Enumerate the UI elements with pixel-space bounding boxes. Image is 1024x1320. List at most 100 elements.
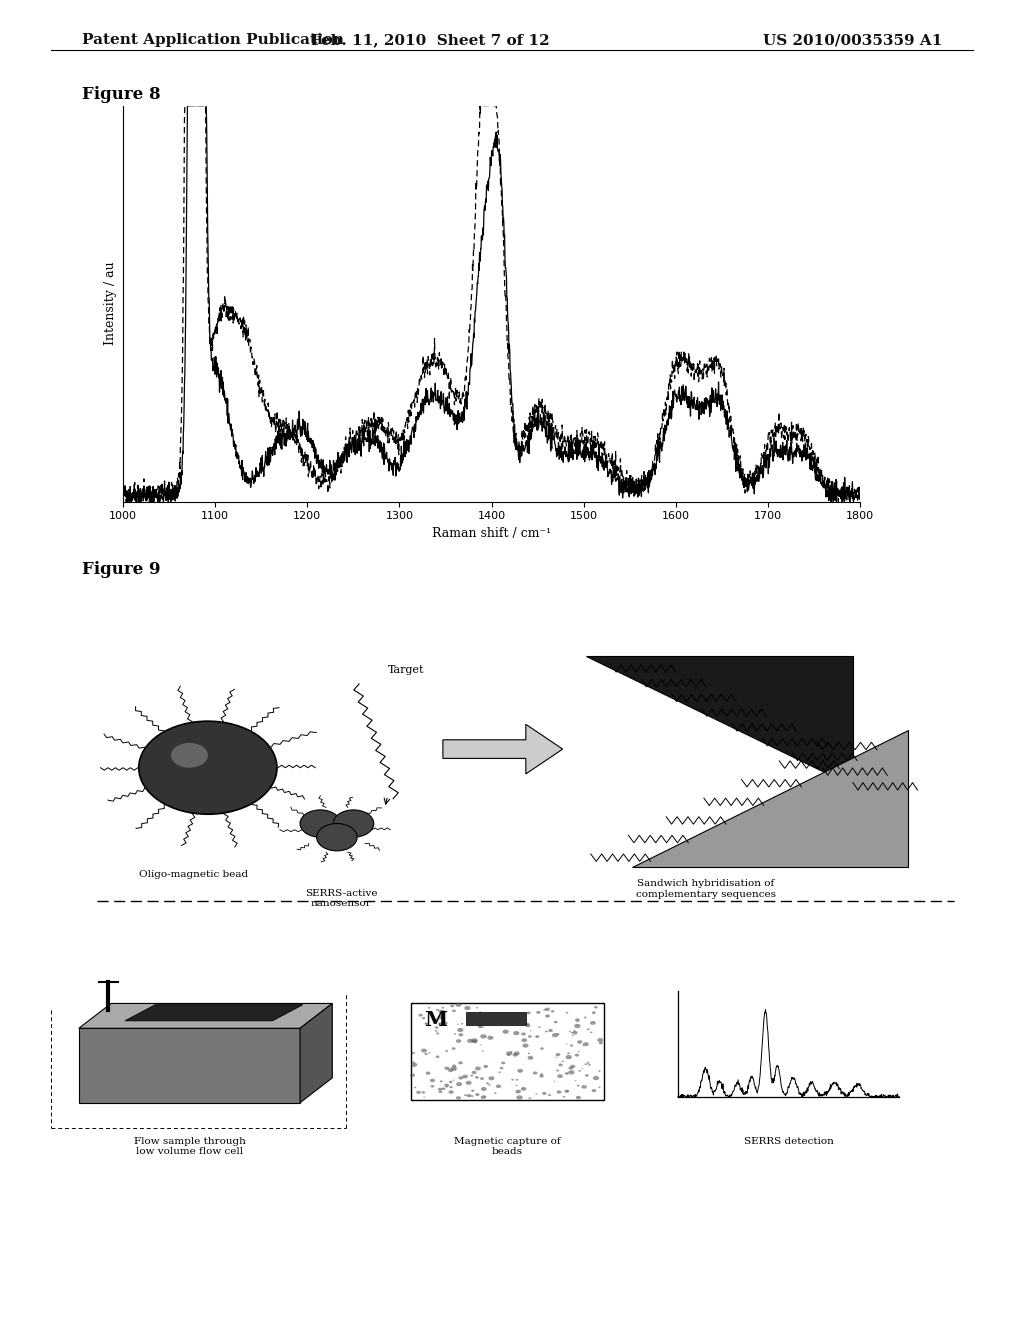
Circle shape	[548, 1094, 551, 1096]
Circle shape	[522, 1043, 528, 1048]
Circle shape	[575, 1096, 581, 1100]
Text: US 2010/0035359 A1: US 2010/0035359 A1	[763, 33, 942, 48]
Circle shape	[435, 1027, 438, 1028]
Circle shape	[557, 1074, 563, 1078]
Circle shape	[481, 1051, 483, 1052]
Text: Figure 9: Figure 9	[82, 561, 161, 578]
Circle shape	[517, 1015, 522, 1019]
Circle shape	[300, 810, 341, 837]
Circle shape	[451, 1067, 457, 1071]
Circle shape	[439, 1080, 442, 1082]
Circle shape	[438, 1010, 444, 1014]
Circle shape	[568, 1067, 572, 1069]
Circle shape	[579, 1071, 581, 1072]
Text: Magnetic capture of
beads: Magnetic capture of beads	[454, 1137, 561, 1156]
Circle shape	[455, 1069, 457, 1071]
Text: M: M	[425, 1010, 447, 1030]
Circle shape	[557, 1090, 561, 1094]
Circle shape	[454, 1034, 456, 1035]
Circle shape	[412, 1063, 418, 1067]
Bar	[411, 1003, 604, 1100]
Circle shape	[552, 1034, 558, 1038]
Circle shape	[430, 1078, 435, 1082]
Circle shape	[479, 1011, 481, 1012]
Circle shape	[456, 1003, 462, 1007]
Circle shape	[503, 1022, 508, 1026]
Circle shape	[496, 1085, 501, 1088]
Circle shape	[441, 1088, 445, 1090]
Circle shape	[467, 1039, 473, 1043]
Circle shape	[500, 1067, 504, 1069]
Circle shape	[416, 1090, 421, 1094]
Circle shape	[472, 1040, 477, 1043]
Circle shape	[447, 1068, 454, 1072]
Circle shape	[540, 1047, 544, 1049]
Circle shape	[435, 1056, 439, 1059]
Circle shape	[139, 721, 276, 814]
Circle shape	[499, 1072, 501, 1073]
Circle shape	[316, 824, 357, 851]
Circle shape	[501, 1061, 505, 1064]
Circle shape	[435, 1018, 439, 1020]
Circle shape	[428, 1052, 430, 1053]
Text: SERRS-active
nanosensor: SERRS-active nanosensor	[305, 888, 378, 908]
Circle shape	[594, 1006, 598, 1008]
Circle shape	[438, 1090, 442, 1093]
Circle shape	[587, 1063, 590, 1064]
Circle shape	[459, 1061, 463, 1064]
Circle shape	[566, 1090, 568, 1092]
Circle shape	[470, 1019, 475, 1023]
Circle shape	[572, 1031, 578, 1035]
Circle shape	[412, 1061, 415, 1064]
Circle shape	[441, 1007, 444, 1008]
Text: SERRS detection: SERRS detection	[743, 1137, 834, 1146]
Circle shape	[422, 1016, 425, 1019]
Circle shape	[451, 1005, 455, 1007]
Circle shape	[555, 1053, 560, 1056]
Circle shape	[456, 1096, 461, 1100]
Bar	[466, 1011, 526, 1026]
Circle shape	[507, 1053, 510, 1056]
Circle shape	[444, 1067, 450, 1071]
Circle shape	[570, 1044, 573, 1047]
Circle shape	[566, 1012, 568, 1014]
Circle shape	[494, 1093, 497, 1094]
Circle shape	[467, 1094, 471, 1097]
Circle shape	[521, 1086, 526, 1090]
Circle shape	[574, 1053, 579, 1056]
Circle shape	[445, 1086, 447, 1088]
Circle shape	[564, 1090, 569, 1093]
Circle shape	[471, 1039, 477, 1043]
Circle shape	[598, 1071, 601, 1072]
Circle shape	[574, 1024, 581, 1028]
Circle shape	[428, 1007, 430, 1008]
Circle shape	[515, 1090, 521, 1093]
Circle shape	[528, 1097, 531, 1100]
Circle shape	[435, 1030, 437, 1032]
Circle shape	[486, 1082, 488, 1084]
Circle shape	[459, 1034, 463, 1036]
X-axis label: Raman shift / cm⁻¹: Raman shift / cm⁻¹	[432, 527, 551, 540]
Circle shape	[422, 1092, 425, 1094]
Circle shape	[472, 1071, 476, 1074]
Polygon shape	[443, 725, 563, 774]
Circle shape	[481, 1088, 486, 1090]
Circle shape	[577, 1085, 580, 1086]
Circle shape	[536, 1035, 540, 1038]
Circle shape	[441, 1022, 447, 1026]
Circle shape	[521, 1032, 526, 1036]
Circle shape	[410, 1073, 415, 1077]
Circle shape	[488, 1084, 490, 1085]
Circle shape	[438, 1088, 442, 1090]
Circle shape	[471, 1096, 473, 1097]
Circle shape	[537, 1011, 541, 1014]
Circle shape	[590, 1020, 596, 1024]
Circle shape	[452, 1064, 457, 1068]
Circle shape	[470, 1074, 473, 1077]
Polygon shape	[586, 656, 853, 787]
Circle shape	[464, 1094, 467, 1096]
Text: Oligo-magnetic bead: Oligo-magnetic bead	[139, 870, 249, 879]
Circle shape	[480, 1077, 484, 1080]
Circle shape	[461, 1023, 463, 1024]
Circle shape	[521, 1039, 527, 1041]
